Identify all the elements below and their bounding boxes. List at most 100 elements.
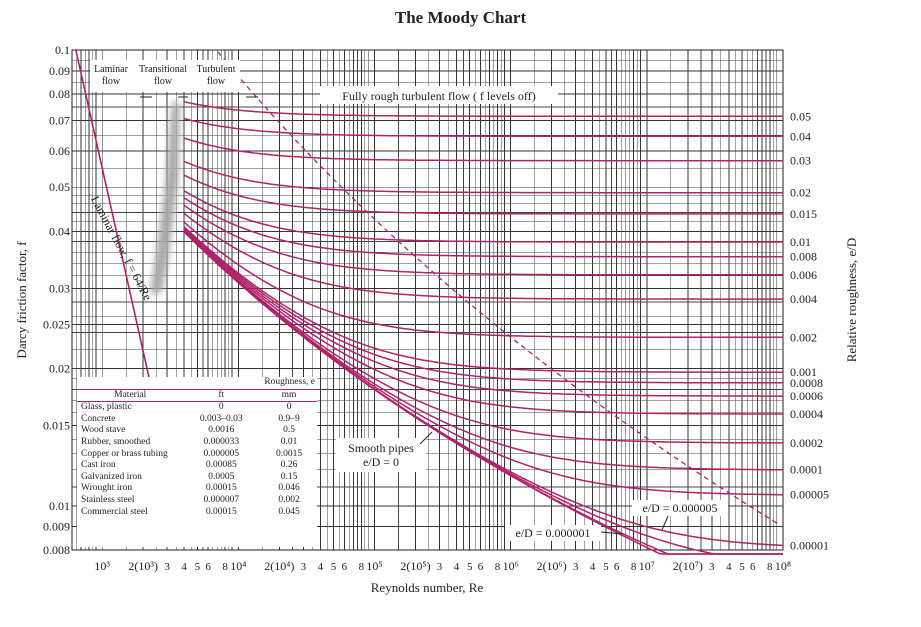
table-cell: Cast iron xyxy=(81,460,116,471)
table-cell: Concrete xyxy=(81,413,116,424)
table-cell: 0.003–0.03 xyxy=(199,413,243,424)
table-row: Glass, plastic 0 0 xyxy=(77,402,317,414)
y-tick-label: 0.08 xyxy=(49,87,70,101)
x-tick-label: 2(10⁶) xyxy=(537,559,567,573)
y-tick-label: 0.05 xyxy=(49,180,70,194)
roughness-label: 0.00001 xyxy=(790,538,829,552)
roughness-label: 0.0004 xyxy=(790,407,823,421)
table-cell: Galvanized iron xyxy=(81,471,142,482)
table-row: Commercial steel 0.00015 0.045 xyxy=(77,507,317,519)
x-tick-label: 3 xyxy=(709,561,715,573)
table-cell: 0.26 xyxy=(280,460,298,471)
x-tick-label: 8 xyxy=(222,561,228,573)
x-axis-label: Reynolds number, Re xyxy=(371,580,484,595)
y-tick-label: 0.015 xyxy=(43,419,70,433)
table-header-material: Material xyxy=(114,389,147,400)
roughness-label: 0.004 xyxy=(790,292,817,306)
table-cell: 0.15 xyxy=(280,471,298,482)
x-tick-label: 5 xyxy=(603,561,609,573)
smooth-pipes-arrow xyxy=(419,431,433,445)
table-cell: 0.0015 xyxy=(276,448,303,459)
table-row: Wood stave 0.0016 0.5 xyxy=(77,425,317,437)
table-cell: 0.00085 xyxy=(205,460,237,471)
x-tick-label: 3 xyxy=(164,561,170,573)
x-tick-label: 2(10³) xyxy=(128,559,158,573)
x-tick-label: 8 xyxy=(495,561,501,573)
plot-frame xyxy=(71,49,784,551)
region-label: Transitional flow xyxy=(139,64,187,87)
y-tick-label: 0.07 xyxy=(49,114,70,128)
chart-title: The Moody Chart xyxy=(394,8,527,27)
roughness-label: 0.01 xyxy=(790,235,811,249)
table-cell: Wood stave xyxy=(81,425,126,436)
transition-zone xyxy=(150,102,180,295)
roughness-label: 0.002 xyxy=(790,330,817,344)
curve-label-arrow xyxy=(661,515,669,531)
y-tick-label: 0.06 xyxy=(49,144,70,158)
roughness-label: 0.0008 xyxy=(790,376,823,390)
fully-rough-boundary xyxy=(217,51,781,526)
table-cell: Wrought iron xyxy=(81,483,133,494)
roughness-label: 0.008 xyxy=(790,250,817,264)
roughness-label: 0.015 xyxy=(790,207,817,221)
friction-curve xyxy=(183,197,783,258)
table-cell: Rubber, smoothed xyxy=(81,436,151,447)
roughness-table: Roughness, e Material ft mm Glass, plast… xyxy=(77,377,317,547)
table-header-mm: mm xyxy=(281,389,297,400)
x-tick-label: 10⁶ xyxy=(503,559,519,573)
x-tick-label: 8 xyxy=(767,561,773,573)
table-cell: 0 xyxy=(218,402,224,413)
table-cell: 0 xyxy=(286,402,292,413)
table-header-ft: ft xyxy=(218,389,225,400)
table-row: Concrete 0.003–0.03 0.9–9 xyxy=(77,414,317,426)
table-row: Wrought iron 0.00015 0.046 xyxy=(77,483,317,495)
table-cell: 0.0005 xyxy=(208,471,235,482)
x-tick-label: 5 xyxy=(467,561,473,573)
curve-label-1e-6: e/D = 0.000001 xyxy=(515,526,590,540)
table-cell: 0.01 xyxy=(280,436,298,447)
region-label-line: flow xyxy=(207,76,226,87)
friction-curve xyxy=(183,190,783,243)
x-tick-label: 8 xyxy=(631,561,637,573)
y-tick-label: 0.008 xyxy=(43,543,70,557)
y-tick-label: 0.025 xyxy=(43,317,70,331)
roughness-label: 0.05 xyxy=(790,109,811,123)
chart-curves xyxy=(75,49,784,555)
x-tick-label: 4 xyxy=(726,561,732,573)
fully-rough-dashed-line xyxy=(217,51,781,526)
y-tick-label: 0.01 xyxy=(49,499,70,513)
table-cell: 0.000005 xyxy=(203,448,240,459)
roughness-label: 0.001 xyxy=(790,365,817,379)
y-tick-label: 0.03 xyxy=(49,281,70,295)
x-tick-label: 4 xyxy=(590,561,596,573)
roughness-label: 0.0001 xyxy=(790,463,823,477)
roughness-group-header: Roughness, e xyxy=(264,377,315,387)
table-cell: 0.9–9 xyxy=(278,413,300,424)
y-tick-label: 0.09 xyxy=(49,64,70,78)
roughness-label: 0.03 xyxy=(790,154,811,168)
x-tick-label: 10⁷ xyxy=(639,559,655,573)
friction-curve xyxy=(183,229,783,415)
friction-curve xyxy=(183,226,783,373)
x-tick-label: 10⁴ xyxy=(230,559,246,573)
table-cell: 0.0016 xyxy=(208,425,235,436)
friction-curve xyxy=(183,221,783,339)
x-tick-label: 5 xyxy=(739,561,745,573)
x-tick-label: 6 xyxy=(750,561,756,573)
x-tick-label: 2(10⁵) xyxy=(400,559,430,573)
x-tick-label: 3 xyxy=(437,561,443,573)
x-tick-label: 6 xyxy=(478,561,484,573)
y-tick-label: 0.02 xyxy=(49,362,70,376)
region-label-line: Laminar xyxy=(94,64,129,75)
table-cell: 0.000007 xyxy=(203,494,240,505)
x-tick-label: 3 xyxy=(573,561,579,573)
x-tick-label: 4 xyxy=(454,561,460,573)
friction-curve xyxy=(183,117,783,138)
fully-rough-label: Fully rough turbulent flow ( f levels of… xyxy=(342,89,535,103)
table-cell: 0.5 xyxy=(283,425,295,436)
label-background xyxy=(320,86,558,104)
x-tick-label: 6 xyxy=(205,561,211,573)
friction-curve xyxy=(183,174,783,215)
y-tick-label: 0.009 xyxy=(43,520,70,534)
